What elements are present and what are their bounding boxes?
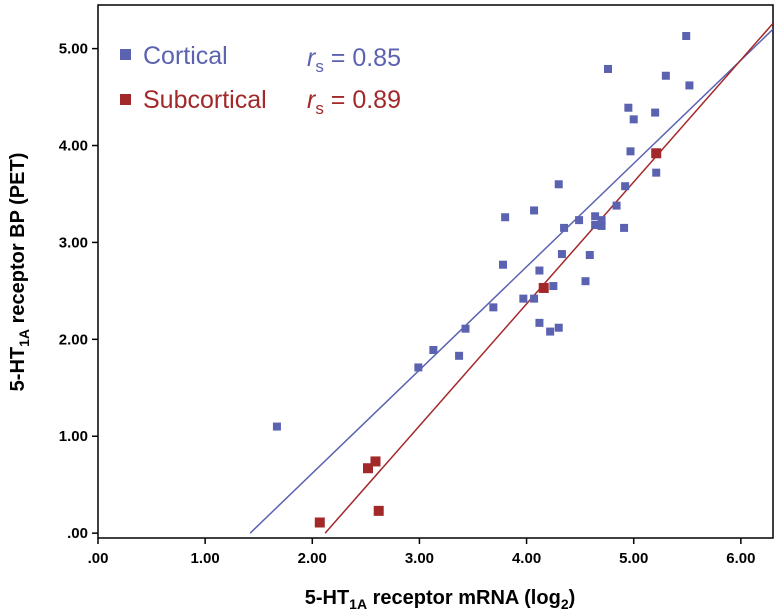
point-cortical — [661, 71, 670, 80]
stat-cortical-value: = 0.85 — [324, 44, 401, 72]
point-cortical — [461, 324, 470, 333]
x-tick-label: .00 — [88, 550, 109, 567]
stat-annotations: rs = 0.85 rs = 0.89 — [307, 44, 401, 118]
point-cortical — [501, 213, 510, 222]
x-tick-label: 4.00 — [512, 550, 541, 567]
fit-line-subcortical — [324, 22, 773, 534]
point-cortical — [597, 221, 606, 230]
legend-marker-cortical — [120, 49, 131, 60]
point-cortical — [272, 422, 281, 431]
point-cortical — [612, 201, 621, 210]
point-cortical — [519, 294, 528, 303]
y-tick-label: 3.00 — [59, 234, 88, 251]
y-axis-title: 5-HT1A receptor BP (PET) — [7, 153, 32, 392]
stat-subcortical-symbol: r — [307, 86, 317, 114]
y-tick-label: .00 — [67, 525, 88, 542]
point-cortical — [685, 81, 694, 90]
point-cortical — [591, 212, 600, 221]
point-subcortical — [538, 282, 549, 293]
plot-frame — [97, 4, 774, 539]
y-axis: .00 1.00 2.00 3.00 4.00 5.00 — [59, 41, 98, 542]
point-subcortical — [363, 463, 373, 474]
point-cortical — [620, 223, 629, 232]
stat-cortical-sub: s — [315, 57, 324, 76]
fit-lines — [249, 22, 773, 534]
point-cortical — [530, 294, 539, 303]
stat-subcortical: rs = 0.89 — [307, 86, 401, 118]
x-axis-title-close: ) — [569, 587, 576, 609]
point-cortical — [629, 115, 638, 124]
y-tick-label: 1.00 — [59, 428, 88, 445]
x-tick-label: 2.00 — [298, 550, 327, 567]
point-cortical — [554, 180, 563, 189]
point-cortical — [591, 220, 600, 229]
point-cortical — [597, 216, 606, 225]
point-cortical — [489, 303, 498, 312]
point-cortical — [575, 216, 584, 225]
y-tick-label: 4.00 — [59, 138, 88, 155]
fit-line-cortical — [249, 28, 773, 534]
point-cortical — [499, 260, 507, 269]
x-axis: .00 1.00 2.00 3.00 4.00 5.00 6.00 — [88, 538, 755, 567]
stat-subcortical-sub: s — [315, 99, 324, 118]
x-axis-title: 5-HT1A receptor mRNA (log2) — [305, 587, 576, 612]
point-subcortical — [370, 456, 381, 467]
x-axis-title-main: 5-HT — [305, 587, 349, 609]
y-tick-label: 5.00 — [59, 41, 88, 58]
stat-cortical: rs = 0.85 — [307, 44, 401, 76]
point-cortical — [429, 345, 438, 354]
legend-label-cortical: Cortical — [143, 42, 228, 70]
point-cortical — [621, 182, 630, 191]
y-axis-title-rest: receptor BP (PET) — [7, 153, 29, 329]
legend-marker-subcortical — [120, 94, 131, 105]
point-subcortical — [651, 148, 662, 159]
x-tick-label: 3.00 — [405, 550, 434, 567]
point-subcortical — [373, 505, 384, 516]
stat-subcortical-value: = 0.89 — [324, 86, 401, 114]
point-cortical — [682, 32, 691, 41]
point-cortical — [549, 282, 558, 291]
point-cortical — [585, 251, 594, 260]
x-tick-label: 6.00 — [726, 550, 755, 567]
point-cortical — [557, 250, 566, 259]
point-cortical — [554, 323, 563, 332]
point-cortical — [414, 363, 423, 372]
point-cortical — [535, 318, 544, 327]
y-axis-title-main: 5-HT — [7, 347, 29, 391]
x-tick-label: 5.00 — [619, 550, 648, 567]
legend: Cortical Subcortical — [120, 42, 267, 114]
point-cortical — [455, 351, 464, 360]
x-tick-label: 1.00 — [191, 550, 220, 567]
point-cortical — [530, 206, 539, 215]
x-axis-title-rest: receptor mRNA (log — [367, 587, 561, 609]
legend-label-subcortical: Subcortical — [143, 86, 267, 114]
point-cortical — [560, 223, 569, 232]
point-cortical — [624, 103, 633, 112]
point-cortical — [626, 147, 635, 156]
point-cortical — [546, 327, 555, 336]
y-axis-title-sub: 1A — [16, 329, 32, 347]
point-cortical — [604, 64, 612, 73]
x-axis-title-sub2: 2 — [561, 596, 569, 612]
point-cortical — [581, 277, 590, 286]
point-subcortical — [314, 517, 325, 528]
point-cortical — [652, 168, 661, 177]
y-tick-label: 2.00 — [59, 331, 88, 348]
point-cortical — [535, 266, 544, 275]
stat-cortical-symbol: r — [307, 44, 317, 72]
data-points — [272, 32, 694, 528]
x-axis-title-sub: 1A — [349, 596, 367, 612]
point-cortical — [651, 108, 660, 117]
